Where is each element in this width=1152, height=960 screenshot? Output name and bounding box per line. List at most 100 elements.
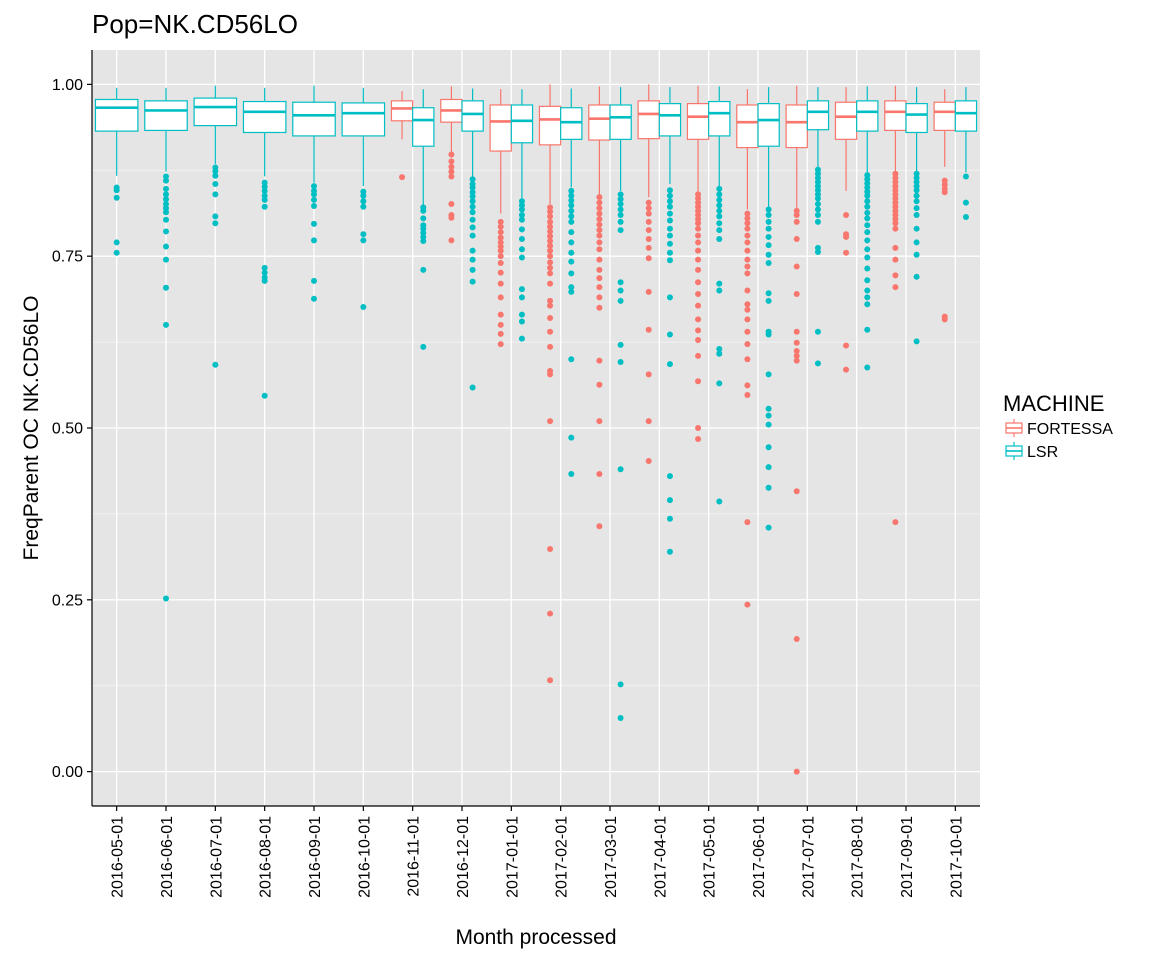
outlier-point <box>695 207 702 214</box>
legend-label: FORTESSA <box>1027 421 1113 438</box>
outlier-point <box>163 185 169 192</box>
outlier-point <box>596 246 603 253</box>
outlier-point <box>864 203 871 210</box>
outlier-point <box>716 345 723 352</box>
outlier-point <box>941 189 948 196</box>
outlier-point <box>666 192 673 199</box>
outlier-point <box>814 200 821 207</box>
outlier-point <box>744 519 751 526</box>
outlier-point <box>212 213 219 220</box>
y-tick-label: 0.25 <box>52 592 83 609</box>
outlier-point <box>212 220 219 227</box>
box-iqr <box>933 101 956 132</box>
outlier-point <box>744 215 751 222</box>
outlier-point <box>360 237 367 244</box>
outlier-point <box>716 191 723 198</box>
x-tick-label: 2016-05-01 <box>110 816 127 898</box>
outlier-point <box>666 257 673 264</box>
box-iqr <box>412 107 435 147</box>
outlier-point <box>596 199 603 206</box>
outlier-point <box>765 444 772 451</box>
outlier-point <box>420 229 427 236</box>
outlier-point <box>518 236 525 242</box>
box-lsr-2017-05-01 <box>708 86 731 505</box>
outlier-point <box>568 207 575 214</box>
outlier-point <box>843 233 850 240</box>
outlier-point <box>666 210 673 217</box>
outlier-point <box>864 198 871 205</box>
outlier-point <box>469 198 476 205</box>
outlier-point <box>744 225 751 232</box>
legend-label: LSR <box>1027 444 1058 461</box>
outlier-point <box>568 356 575 363</box>
outlier-point <box>645 255 652 262</box>
outlier-point <box>962 214 969 221</box>
outlier-point <box>568 229 575 236</box>
outlier-point <box>892 199 899 206</box>
outlier-point <box>864 184 871 191</box>
outlier-point <box>913 170 920 177</box>
outlier-point <box>765 421 772 428</box>
x-tick-label: 2017-08-01 <box>850 816 867 898</box>
outlier-point <box>814 166 821 173</box>
outlier-point <box>645 371 652 378</box>
outlier-point <box>814 244 821 251</box>
box-iqr <box>341 102 386 137</box>
outlier-point <box>645 457 652 464</box>
x-tick-label: 2016-06-01 <box>159 816 176 898</box>
outlier-point <box>645 199 652 206</box>
outlier-point <box>864 192 871 199</box>
outlier-point <box>666 225 673 232</box>
outlier-point <box>596 294 603 301</box>
outlier-point <box>793 207 800 214</box>
outlier-point <box>744 382 751 389</box>
outlier-point <box>547 228 554 235</box>
outlier-point <box>666 331 673 338</box>
box-fortessa-2017-10-01 <box>933 89 956 323</box>
outlier-point <box>814 183 821 190</box>
outlier-point <box>913 205 920 212</box>
outlier-point <box>547 253 554 260</box>
outlier-point <box>261 269 268 276</box>
outlier-point <box>448 173 455 180</box>
box-iqr <box>708 100 731 137</box>
outlier-point <box>163 205 169 212</box>
outlier-point <box>497 243 504 250</box>
outlier-point <box>695 220 702 227</box>
outlier-point <box>113 187 120 194</box>
outlier-point <box>765 464 772 471</box>
outlier-point <box>518 318 525 325</box>
outlier-point <box>497 223 504 230</box>
outlier-point <box>469 256 476 263</box>
outlier-point <box>814 218 821 225</box>
box-fortessa-2017-04-01 <box>637 84 660 464</box>
outlier-point <box>360 198 367 205</box>
outlier-point <box>892 272 899 279</box>
outlier-point <box>765 218 772 225</box>
x-tick-label: 2017-06-01 <box>751 816 768 898</box>
outlier-point <box>547 238 554 245</box>
outlier-point <box>596 357 603 364</box>
outlier-point <box>311 183 317 190</box>
box-iqr <box>806 100 830 131</box>
outlier-point <box>617 200 624 207</box>
x-tick-label: 2017-09-01 <box>899 816 916 898</box>
outlier-point <box>497 247 504 254</box>
outlier-point <box>814 328 821 335</box>
outlier-point <box>864 254 871 261</box>
outlier-point <box>695 203 702 210</box>
box-iqr <box>588 104 611 141</box>
outlier-point <box>864 277 871 284</box>
outlier-point <box>518 198 525 205</box>
outlier-point <box>469 216 476 223</box>
outlier-point <box>913 187 920 194</box>
outlier-point <box>596 210 603 217</box>
box-lsr-2017-01-01 <box>510 89 534 342</box>
outlier-point <box>568 218 575 225</box>
outlier-point <box>744 341 751 348</box>
outlier-point <box>864 209 871 216</box>
outlier-point <box>163 228 169 235</box>
outlier-point <box>497 234 504 241</box>
outlier-point <box>892 195 899 202</box>
outlier-point <box>547 677 554 684</box>
